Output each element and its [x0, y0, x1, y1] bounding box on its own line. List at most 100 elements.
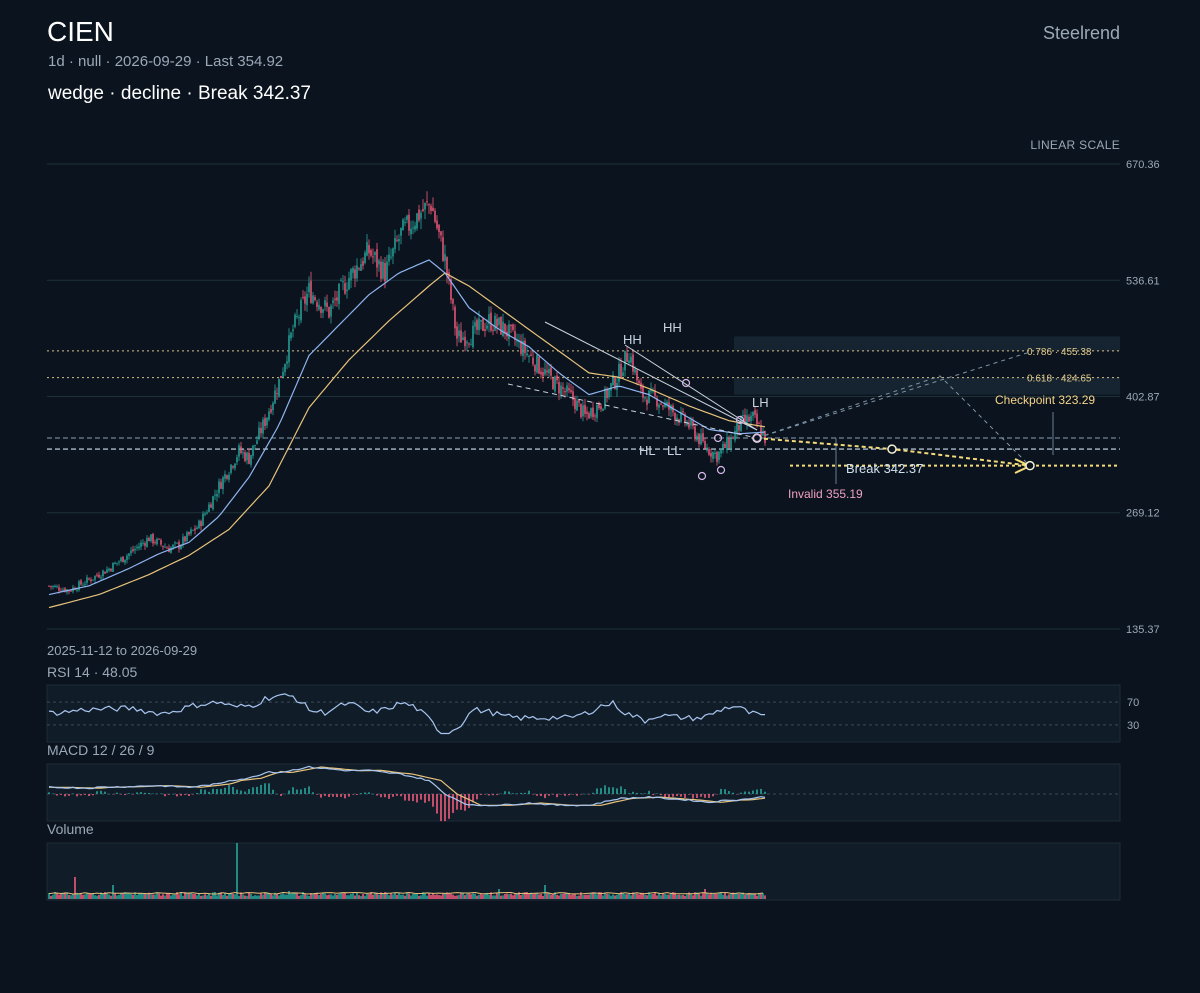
- fib-zone-upper: [734, 336, 1120, 351]
- macd-hist-bar: [168, 794, 170, 795]
- macd-hist-bar: [176, 794, 178, 797]
- candle-body: [684, 414, 686, 424]
- volume-bar: [592, 892, 594, 899]
- fib-label: 0.618 · 424.65: [1027, 374, 1092, 385]
- macd-hist-bar: [468, 794, 470, 809]
- candle-body: [294, 314, 296, 327]
- volume-bar: [448, 893, 450, 899]
- candle-body: [122, 556, 124, 563]
- candle-body: [268, 411, 270, 420]
- volume-bar: [432, 893, 434, 899]
- candle-body: [584, 405, 586, 414]
- macd-frame: [46, 763, 1121, 822]
- macd-hist-bar: [536, 794, 538, 796]
- volume-bar: [434, 894, 436, 899]
- candle-body: [558, 381, 560, 394]
- volume-bar: [560, 893, 562, 899]
- macd-hist-bar: [716, 794, 718, 795]
- macd-hist-bar: [588, 794, 590, 795]
- candle-body: [304, 296, 306, 304]
- candle-body: [754, 410, 756, 415]
- candle-body: [580, 404, 582, 418]
- candle-body: [366, 242, 368, 256]
- volume-bar: [522, 893, 524, 899]
- candle-body: [172, 544, 174, 548]
- macd-hist-bar: [124, 794, 126, 796]
- macd-hist-bar: [224, 787, 226, 794]
- candle-body: [482, 318, 484, 331]
- macd-hist-bar: [592, 792, 594, 794]
- volume-bar: [236, 843, 238, 899]
- macd-hist-bar: [520, 792, 522, 794]
- volume-bar: [440, 895, 442, 899]
- volume-bar: [680, 895, 682, 899]
- rsi-level-label: 30: [1127, 720, 1139, 732]
- candle-body: [618, 363, 620, 382]
- candle-body: [758, 423, 760, 425]
- candle-body: [386, 261, 388, 280]
- candle-body: [732, 437, 734, 440]
- volume-bar: [424, 892, 426, 899]
- macd-hist-bar: [664, 794, 666, 798]
- macd-hist-bar: [56, 794, 58, 796]
- candle-body: [692, 420, 694, 427]
- volume-bar: [190, 892, 192, 899]
- macd-hist-bar: [400, 794, 402, 797]
- checkpoint-label: Checkpoint 323.29: [995, 393, 1095, 407]
- candle-body: [110, 568, 112, 571]
- candle-body: [724, 444, 726, 448]
- candle-body: [432, 207, 434, 212]
- candle-body: [612, 375, 614, 386]
- candle-body: [342, 281, 344, 283]
- macd-hist-bar: [728, 791, 730, 794]
- macd-hist-bar: [688, 794, 690, 795]
- volume-bar: [600, 892, 602, 899]
- volume-bar: [212, 892, 214, 899]
- volume-bar: [606, 893, 608, 899]
- macd-hist-bar: [128, 793, 130, 794]
- volume-bar: [194, 893, 196, 899]
- candle-body: [92, 579, 94, 581]
- candle-body: [508, 324, 510, 339]
- macd-hist-bar: [136, 792, 138, 794]
- volume-bar: [752, 893, 754, 899]
- macd-hist-bar: [492, 794, 494, 796]
- candle-body: [354, 269, 356, 279]
- volume-bar: [484, 894, 486, 899]
- candle-body: [132, 549, 134, 551]
- candle-body: [726, 437, 728, 451]
- projection-point: [1025, 460, 1035, 471]
- candle-body: [204, 513, 206, 515]
- volume-bar: [378, 894, 380, 899]
- macd-hist-bar: [320, 794, 322, 798]
- candle-body: [478, 318, 480, 331]
- y-axis: 670.36 536.61 402.87 269.12 135.37: [1126, 159, 1160, 636]
- candle-body: [198, 520, 200, 529]
- candle-body: [320, 307, 322, 313]
- macd-hist-bar: [340, 794, 342, 797]
- scale-label[interactable]: LINEAR SCALE: [1030, 138, 1120, 152]
- volume-bar: [176, 892, 178, 899]
- candle-body: [146, 537, 148, 547]
- candle-body: [310, 280, 312, 303]
- macd-hist-bar: [428, 794, 430, 802]
- volume-bar: [578, 895, 580, 899]
- candle-body: [382, 261, 384, 279]
- macd-hist-bar: [404, 794, 406, 801]
- volume-bar: [748, 892, 750, 899]
- candle-body: [228, 474, 230, 480]
- volume-bar: [340, 892, 342, 899]
- candle-body: [434, 210, 436, 222]
- swing-label: LL: [667, 443, 681, 458]
- macd-hist-bar: [508, 791, 510, 794]
- macd-hist-bar: [64, 794, 66, 797]
- volume-bar: [260, 893, 262, 899]
- candle-body: [380, 261, 382, 279]
- volume-bar: [670, 893, 672, 899]
- macd-hist-bar: [180, 794, 182, 796]
- candle-body: [756, 413, 758, 425]
- macd-hist-bar: [524, 792, 526, 794]
- volume-bar: [204, 894, 206, 899]
- macd-hist-bar: [188, 794, 190, 796]
